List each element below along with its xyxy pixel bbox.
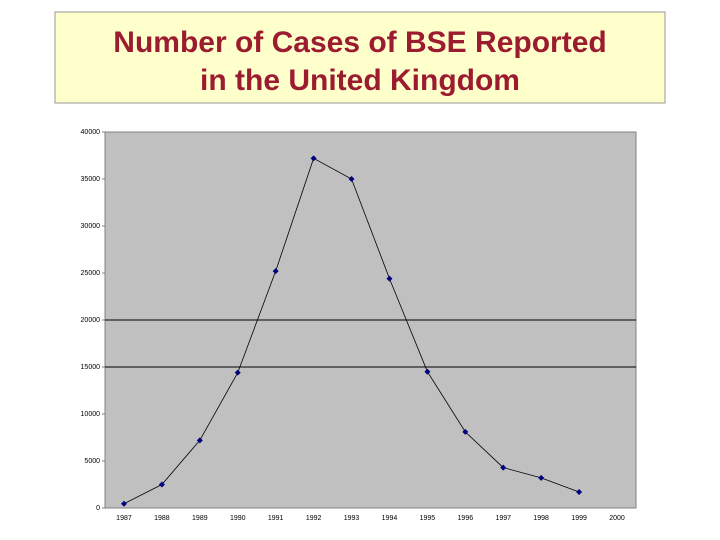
data-point xyxy=(196,437,203,444)
x-tick-label: 1990 xyxy=(230,515,246,522)
title-box xyxy=(54,11,666,104)
data-point xyxy=(120,500,127,507)
y-tick-label: 10000 xyxy=(81,411,101,418)
x-tick-label: 1987 xyxy=(116,515,132,522)
chart-title: in the United Kingdom xyxy=(200,64,520,97)
x-tick-label: 1993 xyxy=(344,515,360,522)
data-point xyxy=(500,464,507,471)
y-tick-label: 20000 xyxy=(81,317,101,324)
x-tick-label: 1995 xyxy=(420,515,436,522)
data-point xyxy=(424,368,431,375)
x-tick-label: 1996 xyxy=(458,515,474,522)
x-tick-label: 1994 xyxy=(382,515,398,522)
chart-title: Number of Cases of BSE Reported xyxy=(113,26,606,59)
x-tick-label: 1998 xyxy=(533,515,549,522)
data-point xyxy=(310,155,317,162)
data-point xyxy=(462,428,469,435)
x-tick-label: 1992 xyxy=(306,515,322,522)
x-tick-label: 1988 xyxy=(154,515,170,522)
data-point xyxy=(576,489,583,496)
data-point xyxy=(234,369,241,376)
data-point xyxy=(386,275,393,282)
y-tick-label: 5000 xyxy=(84,458,100,465)
y-tick-label: 25000 xyxy=(81,270,101,277)
data-point xyxy=(158,481,165,488)
y-tick-label: 30000 xyxy=(81,223,101,230)
x-tick-label: 1999 xyxy=(571,515,587,522)
x-tick-label: 1989 xyxy=(192,515,208,522)
x-tick-label: 1991 xyxy=(268,515,284,522)
data-point xyxy=(272,268,279,275)
x-tick-label: 2000 xyxy=(609,515,625,522)
y-tick-label: 0 xyxy=(96,505,100,512)
x-tick-label: 1997 xyxy=(495,515,511,522)
y-tick-label: 35000 xyxy=(81,176,101,183)
data-point xyxy=(348,176,355,182)
y-tick-label: 40000 xyxy=(81,129,101,136)
y-tick-label: 15000 xyxy=(81,364,101,371)
data-point xyxy=(538,474,545,481)
